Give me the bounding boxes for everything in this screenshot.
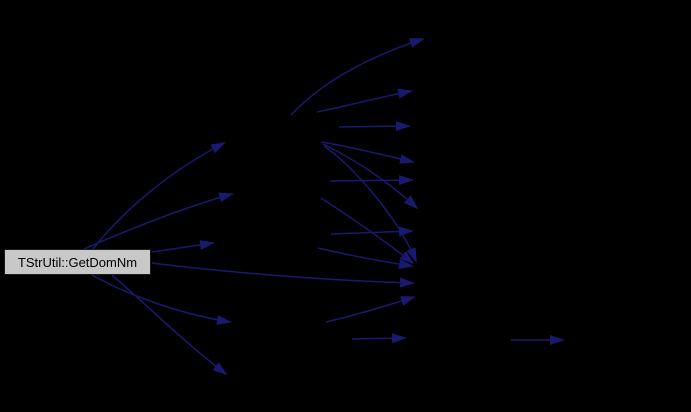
- edge-mid4-to-right10: [325, 296, 416, 323]
- focal-node: TStrUtil::GetDomNm: [4, 249, 151, 275]
- edge-mid1-to-right3: [338, 121, 411, 132]
- edge-mid3-to-right7: [330, 226, 414, 237]
- edge-focal-to-mid4: [91, 274, 232, 325]
- edge-mid1-to-right2: [316, 88, 413, 113]
- edge-focal-to-mid5: [111, 274, 228, 376]
- edge-mid1-to-right6: [322, 143, 419, 210]
- edge-focal-to-mid2: [83, 192, 234, 250]
- edge-mid2-to-right5: [329, 175, 414, 186]
- edge-mid2-to-right8: [320, 197, 415, 265]
- edge-mid4-to-right11: [351, 333, 407, 344]
- focal-node-label: TStrUtil::GetDomNm: [17, 254, 138, 270]
- edge-mid1-to-right4: [320, 141, 415, 164]
- edge-mid3-to-right8: [317, 247, 414, 270]
- edge-focal-to-mid1: [92, 142, 226, 250]
- edge-mid1-to-right1: [290, 38, 425, 116]
- edge-focal-to-right9: [151, 262, 415, 288]
- edge-focal-to-mid3: [151, 239, 215, 253]
- edge-mid1-to-right8: [323, 145, 417, 263]
